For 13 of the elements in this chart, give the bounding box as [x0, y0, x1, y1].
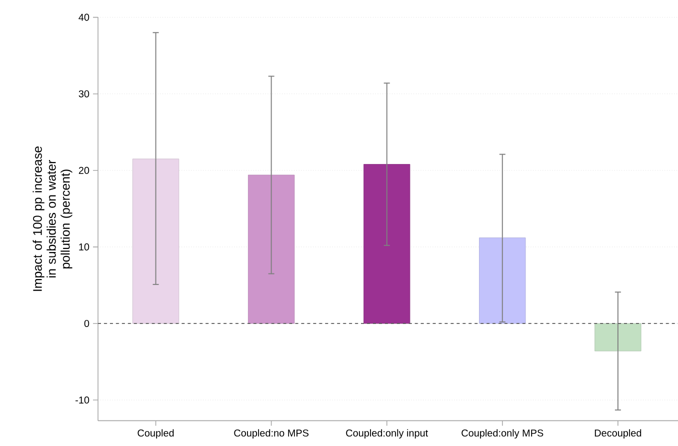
y-tick-label: 40 [78, 14, 90, 21]
y-tick-label: -10 [76, 396, 90, 404]
y-tick-label: 20 [78, 166, 90, 174]
y-axis-title: Impact of 100 pp increase in subsidies on water pollution (percent) [32, 146, 72, 291]
x-tick-label: Decoupled [594, 429, 642, 438]
x-tick-label: Coupled:only MPS [462, 429, 544, 438]
x-tick-label: Coupled:no MPS [234, 429, 308, 438]
bar [594, 323, 642, 352]
y-tick-label: 0 [84, 320, 90, 328]
x-tick-label: Coupled [138, 429, 174, 438]
x-tick-label: Coupled:only input [346, 429, 428, 438]
y-tick-label: 30 [78, 90, 90, 98]
y-tick-label: 10 [79, 243, 90, 250]
